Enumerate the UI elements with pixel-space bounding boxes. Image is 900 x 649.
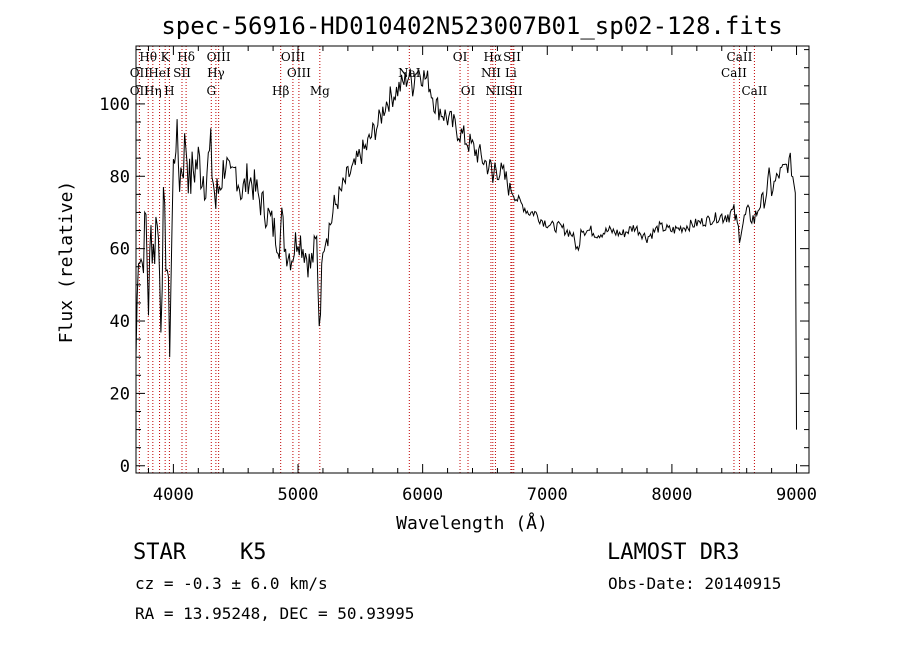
- object-class: STAR: [133, 540, 186, 565]
- line-label: SII: [503, 50, 521, 64]
- line-label: CaII: [727, 50, 753, 64]
- line-label: H: [164, 84, 174, 98]
- line-label: OIII: [281, 50, 305, 64]
- line-label: G: [206, 84, 216, 98]
- x-tick-label: 5000: [278, 485, 319, 505]
- velocity-readout: cz = -0.3 ± 6.0 km/s: [135, 574, 328, 593]
- spectrum-line: [135, 68, 797, 430]
- x-tick-label: 4000: [153, 485, 194, 505]
- line-label: CaII: [721, 66, 747, 80]
- line-label: OII: [130, 84, 150, 98]
- object-subclass: K5: [240, 540, 267, 565]
- line-label: OI: [461, 84, 476, 98]
- x-tick-label: 9000: [776, 485, 817, 505]
- line-label: NII: [481, 66, 501, 80]
- line-label: NII: [485, 84, 505, 98]
- line-label: Hγ: [207, 66, 225, 80]
- y-tick-label: 40: [110, 312, 130, 332]
- x-tick-label: 8000: [651, 485, 692, 505]
- x-axis: 4000 5000 6000 7000 8000 9000: [147, 46, 817, 505]
- y-axis-label: Flux (relative): [56, 181, 77, 344]
- plot-frame: [135, 45, 810, 474]
- spectral-line-markers: [138, 46, 755, 473]
- line-label: Mg: [310, 84, 330, 98]
- line-label: SII: [173, 66, 191, 80]
- line-label: Hθ: [139, 50, 157, 64]
- y-tick-label: 80: [110, 167, 130, 187]
- line-label: CaII: [741, 84, 767, 98]
- survey-name: LAMOST DR3: [607, 540, 740, 565]
- y-tick-label: 0: [120, 457, 130, 477]
- y-tick-label: 100: [99, 95, 130, 115]
- line-label: OIII: [207, 50, 231, 64]
- line-label: OII: [130, 66, 150, 80]
- line-label: Hβ: [272, 84, 289, 98]
- x-tick-label: 7000: [527, 485, 568, 505]
- line-label: HeI: [148, 66, 171, 80]
- line-label: K: [161, 50, 171, 64]
- line-label: OI: [453, 50, 468, 64]
- obs-date: Obs-Date: 20140915: [608, 574, 782, 593]
- chart-title: spec-56916-HD010402N523007B01_sp02-128.f…: [161, 12, 782, 40]
- line-label: Hη: [144, 84, 162, 98]
- line-label: OIII: [287, 66, 311, 80]
- line-label: Hδ: [177, 50, 195, 64]
- line-label: Li: [505, 66, 517, 80]
- y-axis: 0 20 40 60 80 100: [99, 49, 809, 477]
- line-label: Hα: [484, 50, 503, 64]
- y-tick-label: 20: [110, 384, 130, 404]
- x-axis-label: Wavelength (Å): [396, 512, 548, 534]
- line-label: SII: [505, 84, 523, 98]
- x-tick-label: 6000: [402, 485, 443, 505]
- coordinates: RA = 13.95248, DEC = 50.93995: [135, 604, 415, 623]
- y-tick-label: 60: [110, 240, 130, 260]
